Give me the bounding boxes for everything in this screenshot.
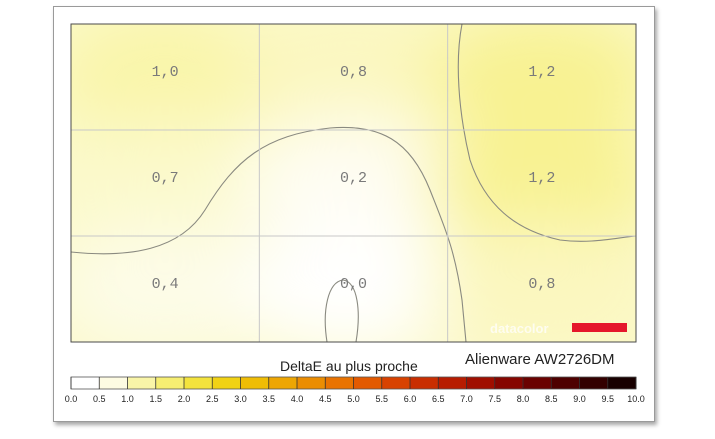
color-scale-segment — [353, 377, 383, 389]
color-scale-segment — [297, 377, 326, 389]
color-scale-tick-label: 2.5 — [206, 394, 219, 404]
color-scale-tick-label: 10.0 — [627, 394, 645, 404]
heatmap-plot: 1,0 0,8 1,2 0,7 0,2 1,2 0,4 0,0 0,8 datacolor — [70, 23, 637, 343]
color-scale-tick-label: 7.0 — [460, 394, 473, 404]
color-scale-segment — [466, 377, 496, 389]
color-scale-segment — [127, 377, 157, 389]
color-scale-tick-label: 8.0 — [517, 394, 530, 404]
contour-line-minimum — [324, 279, 359, 342]
color-scale-tick-label: 5.0 — [347, 394, 360, 404]
color-scale-segment — [494, 377, 524, 389]
color-scale-segment — [240, 377, 270, 389]
color-scale-tick-label: 4.0 — [291, 394, 304, 404]
color-scale-tick-label: 6.0 — [404, 394, 417, 404]
plot-border — [70, 23, 637, 343]
cell-labels: 1,0 0,8 1,2 0,7 0,2 1,2 0,4 0,0 0,8 — [152, 64, 556, 293]
cell-value-label: 1,2 — [528, 64, 555, 81]
contour-line-upper — [71, 126, 467, 342]
cell-value-label: 1,0 — [152, 64, 179, 81]
heat-cell — [425, 223, 636, 342]
heat-cell — [236, 223, 471, 342]
cell-value-label: 0,8 — [340, 64, 367, 81]
color-scale-segment — [438, 377, 467, 389]
heat-cell — [425, 24, 636, 143]
color-scale-segment — [99, 377, 128, 389]
legend-title: DeltaE au plus proche — [280, 358, 418, 374]
color-scale-tick-label: 1.0 — [121, 394, 134, 404]
heat-cell — [425, 117, 636, 249]
color-scale-tick-label: 2.0 — [178, 394, 191, 404]
color-scale-tick-label: 9.0 — [573, 394, 586, 404]
cell-value-label: 0,0 — [340, 276, 367, 293]
color-scale-tick-label: 6.5 — [432, 394, 445, 404]
heat-cell — [236, 24, 471, 143]
contour-line-right — [457, 24, 636, 242]
color-scale-tick-label: 9.5 — [601, 394, 614, 404]
color-scale-segment — [184, 377, 213, 389]
cell-value-label: 1,2 — [528, 170, 555, 187]
color-scale-tick-label: 0.0 — [65, 394, 78, 404]
color-scale-tick-label: 3.5 — [262, 394, 275, 404]
color-scale-segment — [410, 377, 439, 389]
color-scale-segment — [268, 377, 298, 389]
color-scale-tick-label: 7.5 — [488, 394, 501, 404]
contour-lines — [71, 24, 636, 342]
brand-text: datacolor — [490, 321, 549, 336]
color-scale-segment — [155, 377, 185, 389]
color-scale-segment — [212, 377, 241, 389]
color-scale-tick-label: 3.0 — [234, 394, 247, 404]
cell-value-label: 0,8 — [528, 276, 555, 293]
color-scale-segment — [607, 377, 637, 389]
color-scale-tick-label: 5.5 — [375, 394, 388, 404]
cell-value-label: 0,4 — [152, 276, 179, 293]
color-scale-tick-label: 8.5 — [545, 394, 558, 404]
heat-cell — [236, 117, 471, 249]
heat-cell — [71, 24, 282, 143]
color-scale-tick-label: 1.5 — [149, 394, 162, 404]
cell-value-label: 0,2 — [340, 170, 367, 187]
color-scale-tick-label: 4.5 — [319, 394, 332, 404]
color-scale-tick-label: 0.5 — [93, 394, 106, 404]
color-scale-segment — [523, 377, 552, 389]
color-scale-segment — [325, 377, 354, 389]
color-scale-segment — [71, 377, 100, 389]
chart-title: Alienware AW2726DM — [465, 351, 615, 368]
brand-bar — [572, 323, 627, 332]
color-scale-segment — [579, 377, 609, 389]
grid-lines — [71, 24, 636, 342]
color-scale-segment — [381, 377, 411, 389]
color-scale-segment — [551, 377, 580, 389]
color-scale: 0.0 0.5 1.0 1.5 2.0 2.5 3.0 3.5 4.0 4.5 5.0 5.5 6.0 6… — [65, 376, 645, 404]
datacolor-logo: datacolor — [490, 321, 627, 336]
cell-value-label: 0,7 — [152, 170, 179, 187]
heat-cell — [71, 117, 282, 249]
